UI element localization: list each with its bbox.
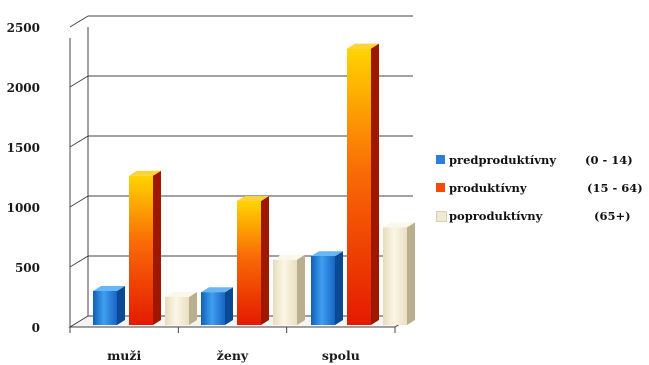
bar-top [165, 292, 197, 297]
bar-top [383, 222, 415, 228]
bar-side [335, 251, 343, 325]
gridline-slant [69, 195, 89, 208]
legend-label-produktivny: produktívny [449, 181, 527, 195]
bar-top [347, 43, 379, 49]
bar-side [153, 170, 161, 325]
bar-poproduktívny-spolu [383, 222, 415, 325]
bar-top [273, 254, 305, 260]
bar-produktívny-muži [129, 170, 161, 325]
legend-label-poproduktivny: poproduktívny [449, 209, 543, 223]
legend-range-predproduktivny: (0 - 14) [585, 153, 633, 167]
y-tick-label: 1000 [7, 201, 40, 215]
bar-side [117, 286, 125, 325]
gridline-slant [69, 75, 89, 88]
bar-predproduktívny-muži [93, 286, 125, 325]
bar-side [297, 254, 305, 325]
legend-swatch-poproduktivny [436, 211, 447, 222]
bar-top [237, 196, 269, 201]
bar-top [129, 170, 161, 176]
legend-label-predproduktivny: predproduktívny [449, 153, 557, 167]
bar-side [225, 287, 233, 325]
gridline-slant [69, 255, 89, 268]
bar-front [273, 259, 297, 325]
bar-front [311, 256, 335, 325]
bar-front [165, 297, 189, 325]
bar-side [407, 222, 415, 325]
y-tick-label: 500 [15, 261, 40, 275]
bar-produktívny-ženy [237, 196, 269, 325]
legend-swatch-predproduktivny [436, 155, 445, 164]
bar-predproduktívny-spolu [311, 251, 343, 325]
y-tick-label: 2000 [7, 81, 40, 95]
bars [93, 43, 415, 325]
legend: predproduktívny (0 - 14) produktívny (15… [436, 146, 648, 230]
y-tick-label: 1500 [7, 141, 40, 155]
bar-produktívny-spolu [347, 43, 379, 325]
gridline-slant [69, 15, 89, 28]
y-tick-label: 2500 [7, 21, 40, 35]
bar-front [347, 48, 371, 325]
bar-top [311, 251, 343, 257]
bar-top [201, 287, 233, 293]
bar-poproduktívny-muži [165, 292, 197, 325]
bar-side [371, 43, 379, 325]
bar-predproduktívny-ženy [201, 287, 233, 325]
x-category-label: ženy [217, 348, 249, 363]
bar-front [383, 227, 407, 325]
y-tick-label: 0 [32, 321, 40, 335]
legend-item-2: poproduktívny (65+) [436, 202, 648, 230]
bar-front [129, 175, 153, 325]
x-category-label: spolu [322, 348, 360, 363]
legend-range-poproduktivny: (65+) [594, 209, 631, 223]
legend-range-produktivny: (15 - 64) [587, 181, 643, 195]
bar-front [93, 291, 117, 325]
y-tick-labels: 0 500 1000 1500 2000 2500 [7, 21, 40, 335]
bar-front [237, 201, 261, 325]
bar-side [189, 292, 197, 325]
x-category-labels: muži ženy spolu [107, 348, 360, 363]
x-category-label: muži [107, 348, 141, 363]
bar-poproduktívny-ženy [273, 254, 305, 325]
gridline-slant [69, 135, 89, 148]
legend-swatch-produktivny [436, 183, 445, 192]
legend-item-1: produktívny (15 - 64) [436, 174, 648, 202]
bar-side [261, 196, 269, 325]
bar-top [93, 286, 125, 291]
bar-front [201, 292, 225, 325]
legend-item-0: predproduktívny (0 - 14) [436, 146, 648, 174]
